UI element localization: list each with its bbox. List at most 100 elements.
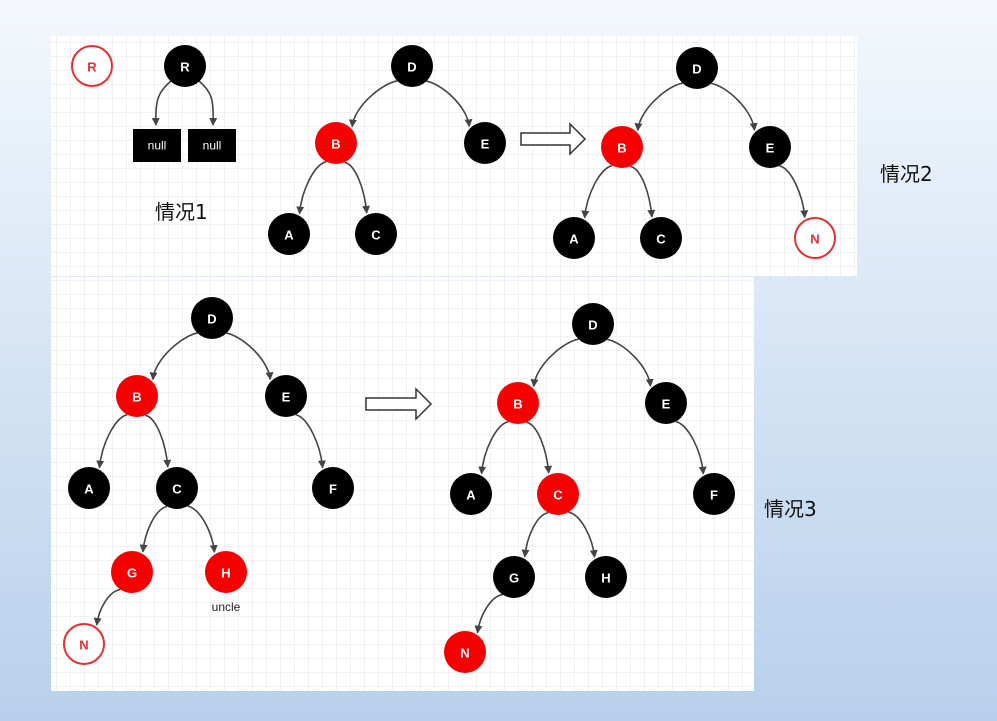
case2-caption: 情况2 — [880, 162, 933, 186]
node-label: C — [172, 482, 182, 497]
node-circle — [497, 382, 539, 424]
node-circle — [693, 473, 735, 515]
node-circle — [355, 213, 397, 255]
case3-before-tree: D B E A C F G H N — [63, 297, 354, 665]
case3-before-edge-e-f — [295, 413, 326, 469]
node-label: R — [180, 60, 190, 75]
transform-arrow-case2 — [520, 122, 587, 156]
case3-before-node-n: N — [63, 623, 105, 665]
transform-arrow-case3 — [365, 387, 433, 421]
case3-after-node-c: C — [537, 473, 579, 515]
node-label: E — [481, 137, 490, 152]
node-circle — [68, 467, 110, 509]
node-circle — [191, 297, 233, 339]
case2-before-edge-b-a — [296, 160, 327, 215]
node-circle — [450, 473, 492, 515]
node-label: F — [710, 488, 718, 503]
node-circle — [794, 217, 836, 259]
node-label: A — [284, 228, 294, 243]
case3-before-edge-g-n — [93, 588, 121, 626]
case3-after-edge-g-n — [474, 593, 503, 634]
node-circle — [315, 122, 357, 164]
node-circle — [585, 556, 627, 598]
node-circle — [71, 45, 113, 87]
case2-before-node-c: C — [355, 213, 397, 255]
null-leaf-right — [188, 129, 236, 162]
case3-after-node-f: F — [693, 473, 735, 515]
node-label: N — [79, 638, 88, 653]
case2-before-node-e: E — [464, 122, 506, 164]
case3-after-node-e: E — [645, 382, 687, 424]
node-label: E — [766, 141, 775, 156]
node-circle — [464, 122, 506, 164]
case2-after-edge-d-e — [711, 82, 758, 132]
node-label: C — [553, 488, 563, 503]
case3-after-node-h: H — [585, 556, 627, 598]
case3-after-edge-b-a — [478, 420, 509, 475]
node-label: D — [407, 60, 416, 75]
node-circle — [553, 217, 595, 259]
node-label: C — [371, 228, 381, 243]
case2-after-edge-b-a — [581, 164, 613, 219]
node-circle — [444, 631, 486, 673]
case2-after-edge-b-c — [629, 165, 656, 218]
case1-edge-r-null-left — [151, 80, 172, 126]
node-label: A — [466, 488, 476, 503]
case2-before-node-a: A — [268, 213, 310, 255]
node-label: B — [132, 390, 141, 405]
node-label: A — [569, 232, 579, 247]
case3-before-edge-c-h — [187, 505, 218, 554]
case2-after-node-n: N — [794, 217, 836, 259]
node-circle — [164, 45, 206, 87]
node-circle — [265, 375, 307, 417]
case3-before-edge-d-b — [149, 332, 198, 381]
node-circle — [391, 45, 433, 87]
null-leaf-left — [133, 129, 181, 162]
node-label: D — [692, 62, 701, 77]
node-label: D — [588, 318, 597, 333]
case1-caption: 情况1 — [155, 200, 208, 224]
node-label: E — [662, 397, 671, 412]
case3-before-edge-c-g — [139, 505, 168, 553]
case3-before-node-f: F — [312, 467, 354, 509]
case3-before-node-b: B — [116, 375, 158, 417]
node-label: H — [601, 571, 610, 586]
node-label: E — [282, 390, 291, 405]
case2-before-edge-d-b — [348, 80, 398, 128]
node-label: F — [329, 482, 337, 497]
case3-after-edge-e-f — [675, 420, 707, 475]
case2-before-tree: D B E A C — [268, 45, 506, 255]
case2-after-edge-e-n — [779, 165, 809, 219]
case3-after-node-n: N — [444, 631, 486, 673]
case3-before-node-c: C — [156, 467, 198, 509]
node-label: D — [207, 312, 216, 327]
uncle-label: uncle — [212, 600, 241, 614]
case2-before-node-b: B — [315, 122, 357, 164]
case2-before-node-d: D — [391, 45, 433, 87]
case2-after-node-e: E — [749, 126, 791, 168]
case2-after-node-a: A — [553, 217, 595, 259]
case3-after-edge-c-g — [521, 511, 549, 558]
node-circle — [156, 467, 198, 509]
case3-after-edge-d-e — [607, 338, 654, 388]
case3-after-node-g: G — [493, 556, 535, 598]
node-label: B — [617, 141, 626, 156]
node-circle — [63, 623, 105, 665]
case3-before-node-e: E — [265, 375, 307, 417]
node-label: G — [127, 566, 137, 581]
node-circle — [493, 556, 535, 598]
case1-node-r-legend: R — [71, 45, 113, 87]
node-label: C — [656, 232, 666, 247]
node-circle — [572, 303, 614, 345]
node-circle — [111, 551, 153, 593]
case3-after-edge-c-h — [568, 511, 598, 559]
null-leaf-left-label: null — [148, 139, 167, 153]
null-leaf-right-label: null — [203, 139, 222, 153]
node-label: A — [84, 482, 94, 497]
case1-node-r: R — [164, 45, 206, 87]
node-circle — [676, 47, 718, 89]
node-circle — [640, 217, 682, 259]
node-label: N — [810, 232, 819, 247]
case2-after-node-c: C — [640, 217, 682, 259]
node-circle — [645, 382, 687, 424]
